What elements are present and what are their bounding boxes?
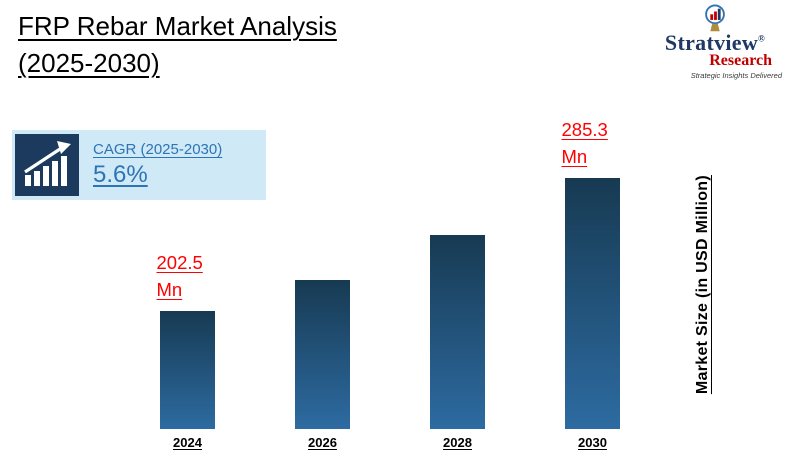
registered-mark: ® xyxy=(758,33,766,44)
logo-name-text: Stratview xyxy=(664,30,759,55)
logo-subname: Research xyxy=(709,52,772,69)
title-line-2: (2025-2030) xyxy=(18,47,160,78)
growth-chart-arrow-icon xyxy=(15,134,79,196)
bar-2026 xyxy=(295,280,350,429)
cagr-callout: CAGR (2025-2030) 5.6% xyxy=(12,130,266,200)
page-title: FRP Rebar Market Analysis (2025-2030) xyxy=(18,8,337,82)
logo-globe-chart-icon xyxy=(705,4,725,32)
x-axis-label-2026: 2026 xyxy=(308,435,337,450)
cagr-value: 5.6% xyxy=(93,161,148,188)
bar-group-2030: 285.3 Mn 2030 xyxy=(525,105,660,450)
bar-value-label-2024: 202.5 Mn xyxy=(156,251,203,301)
bar-2028 xyxy=(430,235,485,429)
stratview-logo: Stratview® Research Strategic Insights D… xyxy=(640,4,790,80)
bar-2024 xyxy=(160,311,215,429)
x-axis-label-2024: 2024 xyxy=(173,435,202,450)
bar-group-2026: 2026 xyxy=(255,105,390,450)
x-axis-label-2028: 2028 xyxy=(443,435,472,450)
bar-group-2028: 2028 xyxy=(390,105,525,450)
bar-2030 xyxy=(565,178,620,429)
x-axis-label-2030: 2030 xyxy=(578,435,607,450)
cagr-label: CAGR (2025-2030) xyxy=(93,141,223,158)
logo-name: Stratview® xyxy=(640,30,790,56)
bar-value-label-2030: 285.3 Mn xyxy=(561,118,608,168)
title-line-1: FRP Rebar Market Analysis xyxy=(18,11,337,41)
bar-chart: 202.5 Mn 2024 2026 2028 285.3 Mn 2030 xyxy=(120,105,660,450)
y-axis-label: Market Size (in USD Million) xyxy=(694,175,711,395)
cagr-text: CAGR (2025-2030) 5.6% xyxy=(93,141,222,189)
logo-tagline: Strategic Insights Delivered xyxy=(690,71,782,80)
bar-group-2024: 202.5 Mn 2024 xyxy=(120,105,255,450)
